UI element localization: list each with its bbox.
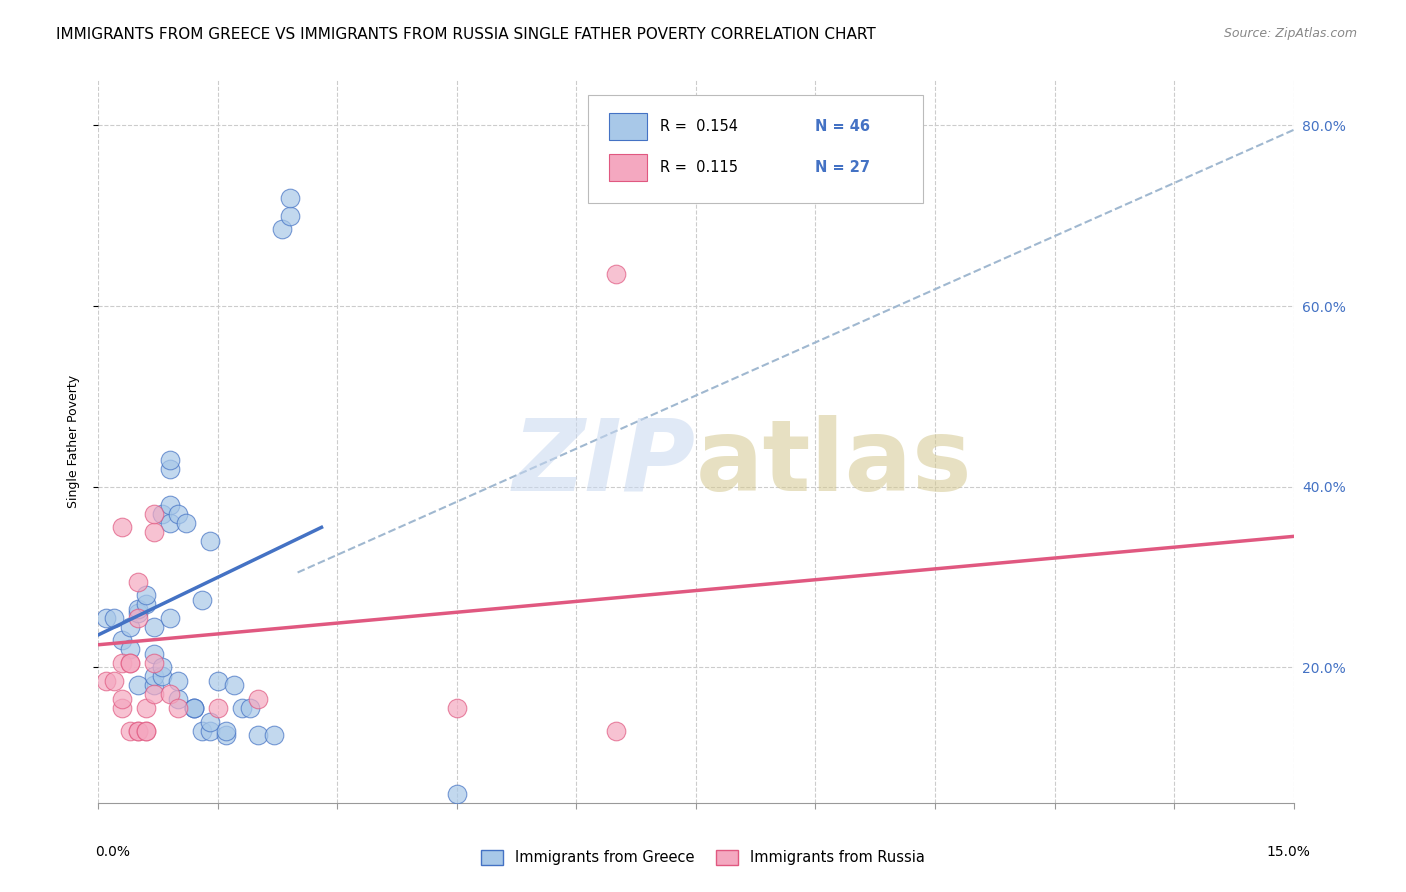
Point (150, 669, 173, 683)
Point (183, 701, 205, 715)
Point (605, 268, 627, 282)
Y-axis label: Single Father Poverty: Single Father Poverty (67, 375, 80, 508)
Point (239, 701, 262, 715)
Text: N = 46: N = 46 (815, 119, 870, 134)
Point (111, 701, 134, 715)
FancyBboxPatch shape (589, 95, 922, 203)
Bar (609, 112, 647, 140)
Point (103, 673, 125, 688)
Point (222, 678, 245, 692)
Point (150, 507, 173, 521)
Point (246, 692, 269, 706)
Point (143, 507, 166, 521)
Text: 0.0%: 0.0% (96, 845, 131, 859)
Point (96, 673, 118, 688)
Point (135, 588, 157, 602)
Point (143, 656, 166, 670)
Point (167, 673, 190, 688)
Text: Source: ZipAtlas.com: Source: ZipAtlas.com (1223, 27, 1357, 40)
Point (111, 656, 134, 670)
Point (103, 610, 125, 624)
Point (111, 633, 134, 648)
Point (191, 723, 214, 738)
Text: ZIP: ZIP (513, 415, 696, 512)
Point (127, 606, 149, 620)
Point (143, 524, 166, 539)
Point (231, 701, 253, 715)
Point (183, 701, 205, 715)
Point (167, 692, 190, 706)
Point (198, 723, 221, 738)
Point (111, 520, 134, 534)
Point (143, 647, 166, 661)
Point (143, 620, 166, 634)
Point (278, 191, 301, 205)
Point (215, 723, 238, 738)
Point (278, 209, 301, 223)
Text: R =  0.115: R = 0.115 (661, 161, 738, 175)
Point (127, 678, 149, 692)
Point (215, 728, 238, 742)
Point (191, 592, 214, 607)
Point (127, 574, 149, 589)
Point (135, 701, 157, 715)
Text: R =  0.154: R = 0.154 (661, 119, 738, 134)
Point (127, 601, 149, 615)
Point (446, 701, 468, 715)
Point (143, 687, 166, 701)
Point (120, 656, 142, 670)
Text: 15.0%: 15.0% (1267, 845, 1310, 859)
Point (111, 692, 134, 706)
Point (198, 714, 221, 729)
Point (120, 620, 142, 634)
Point (96, 610, 118, 624)
Point (263, 728, 285, 742)
Point (198, 533, 221, 548)
Point (446, 787, 468, 801)
Point (159, 498, 181, 512)
Point (159, 452, 181, 467)
Legend: Immigrants from Greece, Immigrants from Russia: Immigrants from Greece, Immigrants from … (475, 844, 931, 871)
Bar (609, 154, 647, 181)
Text: N = 27: N = 27 (815, 161, 870, 175)
Point (159, 687, 181, 701)
Point (167, 507, 190, 521)
Point (150, 660, 173, 674)
Point (246, 728, 269, 742)
Point (207, 673, 229, 688)
Point (127, 723, 149, 738)
Text: atlas: atlas (696, 415, 973, 512)
Text: IMMIGRANTS FROM GREECE VS IMMIGRANTS FROM RUSSIA SINGLE FATHER POVERTY CORRELATI: IMMIGRANTS FROM GREECE VS IMMIGRANTS FRO… (56, 27, 876, 42)
Point (120, 656, 142, 670)
Point (135, 597, 157, 611)
Point (167, 701, 190, 715)
Point (135, 723, 157, 738)
Point (120, 642, 142, 657)
Point (159, 610, 181, 624)
Point (143, 669, 166, 683)
Point (127, 610, 149, 624)
Point (127, 723, 149, 738)
Point (207, 701, 229, 715)
Point (143, 678, 166, 692)
Point (135, 723, 157, 738)
Point (270, 222, 292, 236)
Point (174, 516, 197, 530)
Point (120, 723, 142, 738)
Point (159, 461, 181, 475)
Point (605, 723, 627, 738)
Point (159, 516, 181, 530)
Point (183, 701, 205, 715)
